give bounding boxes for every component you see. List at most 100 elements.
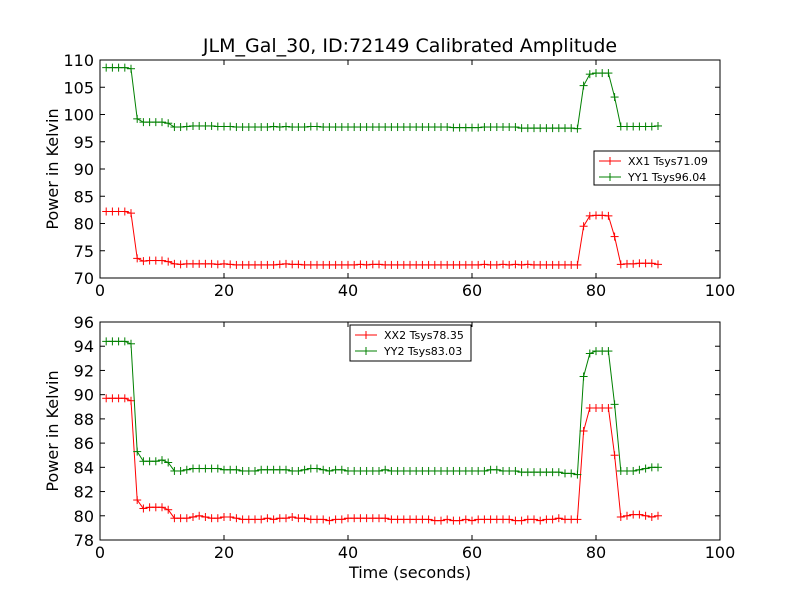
data-point [585, 349, 594, 358]
data-point [337, 465, 346, 474]
data-point [164, 505, 173, 514]
data-point [641, 511, 650, 520]
data-point [170, 259, 179, 268]
series-1 [102, 207, 662, 269]
data-point [350, 260, 359, 269]
data-point [635, 510, 644, 519]
data-point [133, 447, 142, 456]
data-point [300, 514, 309, 523]
x-tick-label: 60 [462, 281, 482, 300]
y-tick-label: 95 [74, 133, 94, 152]
data-point [158, 256, 166, 265]
data-point [654, 463, 662, 472]
data-point [579, 427, 588, 435]
y-tick-label: 80 [74, 215, 94, 234]
y-tick-label: 100 [63, 106, 94, 125]
upper-plot-panel: 0 20 40 60 80 100 70 75 80 85 90 95 100 105 110 Power i… [43, 35, 735, 300]
y-tick-label: 70 [74, 269, 94, 288]
data-point [120, 337, 129, 346]
data-point [263, 514, 272, 523]
x-tick-label: 0 [95, 281, 105, 300]
data-point [635, 465, 644, 474]
data-point [176, 260, 185, 269]
legend-entry: YY1 Tsys96.04 [599, 171, 706, 184]
data-point [120, 63, 129, 72]
data-point [536, 516, 545, 525]
data-point [579, 222, 588, 231]
data-point [554, 468, 563, 477]
data-point [567, 469, 576, 478]
data-point [610, 451, 619, 460]
data-point [269, 260, 278, 269]
data-point [548, 515, 557, 524]
data-point [294, 466, 303, 475]
data-point [300, 123, 309, 132]
legend-label: XX1 Tsys71.09 [628, 155, 708, 168]
data-point [251, 466, 259, 475]
data-point [654, 511, 662, 520]
data-point [176, 123, 185, 132]
y-tick-label: 86 [74, 434, 94, 453]
data-point [158, 456, 166, 465]
data-point [282, 259, 290, 268]
y-tick-label: 110 [63, 51, 94, 70]
data-point [511, 123, 520, 132]
data-point [220, 259, 228, 268]
data-point [554, 514, 563, 523]
data-point [455, 516, 464, 525]
data-point [133, 496, 142, 505]
data-point [604, 69, 613, 78]
y-tick-label: 75 [74, 242, 94, 261]
y-axis-label: Power in Kelvin [43, 108, 62, 229]
data-point [226, 512, 235, 521]
data-point [139, 257, 148, 266]
data-point [623, 511, 631, 520]
x-axis-label: Time (seconds) [348, 563, 471, 582]
y-tick-label: 82 [74, 483, 94, 502]
data-point [375, 260, 383, 269]
data-point [573, 470, 582, 479]
data-point [269, 515, 278, 524]
series-1 [102, 394, 662, 525]
y-tick-label: 90 [74, 160, 94, 179]
data-point [585, 70, 594, 79]
legend-box [349, 324, 472, 362]
y-tick-label: 92 [74, 361, 94, 380]
data-point [461, 515, 470, 524]
data-point [480, 466, 489, 475]
data-point [647, 122, 656, 131]
data-point [585, 211, 594, 220]
data-point [232, 465, 241, 474]
data-point [275, 260, 284, 269]
data-point [437, 516, 445, 525]
data-point [282, 122, 290, 131]
data-point [133, 254, 142, 263]
data-point [213, 514, 222, 523]
data-point [654, 260, 662, 269]
data-point [226, 122, 235, 131]
y-axis-label: Power in Kelvin [43, 370, 62, 491]
data-point [120, 207, 129, 216]
data-point [505, 260, 514, 269]
x-tick-label: 40 [338, 543, 358, 562]
data-point [511, 466, 520, 475]
data-point [325, 516, 334, 525]
legend-entry: YY2 Tsys83.03 [355, 345, 462, 358]
data-point [151, 457, 160, 466]
data-point [263, 123, 272, 132]
data-point [492, 465, 501, 474]
data-point [499, 260, 507, 269]
data-point [356, 260, 365, 269]
data-point [232, 514, 241, 523]
data-point [474, 260, 483, 269]
data-point [616, 260, 625, 269]
data-point [468, 516, 476, 525]
data-point [573, 260, 582, 269]
data-point [604, 211, 613, 220]
data-point [517, 516, 526, 525]
data-point [195, 511, 204, 520]
data-point [579, 81, 588, 90]
data-point [337, 515, 346, 524]
